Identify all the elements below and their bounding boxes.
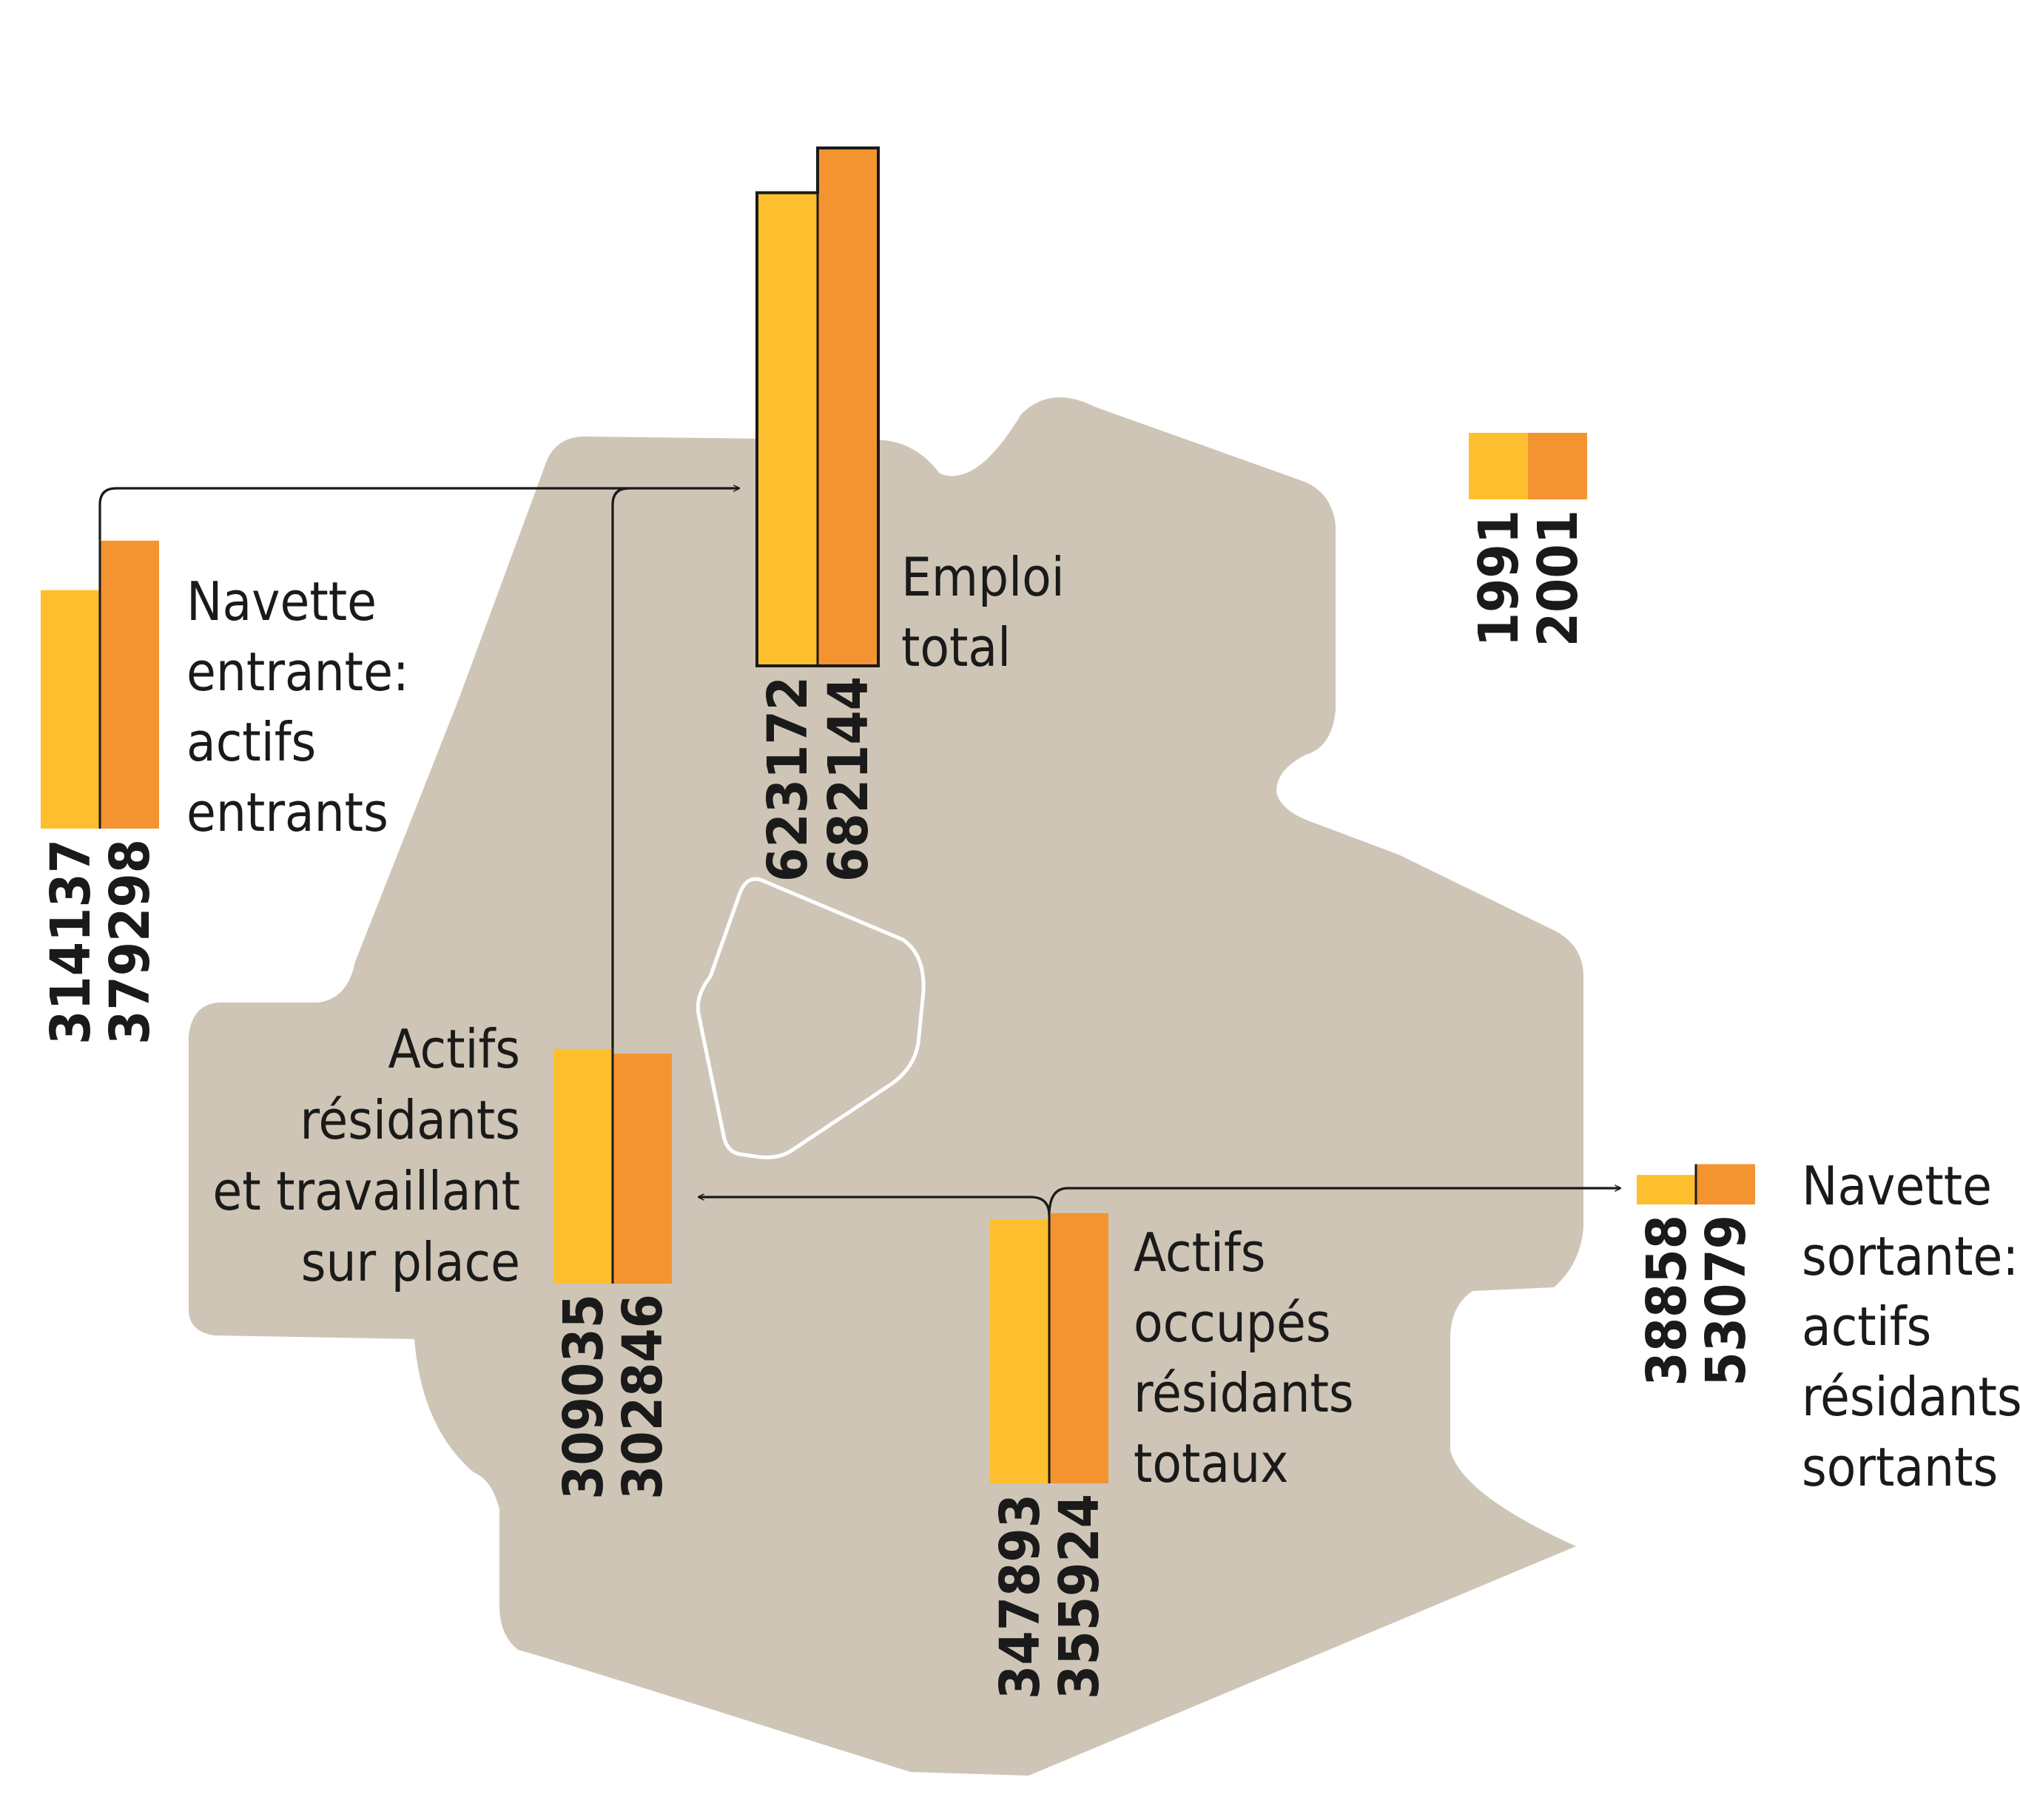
flow-entrante-to-emploi bbox=[98, 488, 739, 541]
value-label-surplace-2001: 302846 bbox=[611, 1294, 675, 1500]
legend-label-2001: 2001 bbox=[1526, 510, 1590, 647]
category-label-entrante-line-1: Navette bbox=[186, 570, 377, 633]
flow-occupes-to-sortante bbox=[1048, 1188, 1620, 1216]
bar-entrante-1991 bbox=[41, 590, 100, 829]
bar-occupes-2001 bbox=[1049, 1213, 1108, 1483]
central-district-outline bbox=[696, 877, 926, 1159]
bar-outline-emploi bbox=[755, 146, 880, 667]
value-label-entrante-2001: 379298 bbox=[98, 839, 162, 1045]
bar-surplace-1991 bbox=[553, 1048, 613, 1284]
category-label-occupes-line-2: occupés bbox=[1134, 1292, 1331, 1354]
legend-label-1991: 1991 bbox=[1467, 510, 1531, 647]
legend-swatch-1991 bbox=[1469, 433, 1528, 499]
bar-group-occupes bbox=[990, 1213, 1108, 1483]
value-label-sortante-2001: 53079 bbox=[1694, 1215, 1758, 1386]
category-label-entrante-line-2: entrante: bbox=[186, 641, 409, 703]
category-label-surplace-line-2: résidants bbox=[300, 1089, 520, 1151]
bar-occupes-1991 bbox=[990, 1219, 1049, 1483]
category-label-occupes-line-4: totaux bbox=[1134, 1432, 1288, 1494]
bar-group-entrante bbox=[41, 540, 159, 829]
category-label-sortante-line-4: résidants bbox=[1802, 1366, 2020, 1428]
category-label-emploi-line-2: total bbox=[901, 616, 1011, 678]
bar-entrante-2001 bbox=[100, 540, 159, 829]
value-label-occupes-1991: 347893 bbox=[989, 1494, 1052, 1699]
category-label-occupes-line-1: Actifs bbox=[1134, 1221, 1266, 1284]
bar-sortante-2001 bbox=[1696, 1164, 1755, 1204]
bar-surplace-2001 bbox=[613, 1054, 672, 1284]
category-label-surplace-line-1: Actifs bbox=[388, 1018, 520, 1080]
bar-emploi-1991 bbox=[757, 192, 818, 667]
flow-surplace-to-emploi bbox=[611, 487, 630, 1049]
category-label-occupes-line-3: résidants bbox=[1134, 1362, 1354, 1424]
bar-group-surplace bbox=[553, 1048, 672, 1284]
category-label-sortante-line-5: sortants bbox=[1802, 1436, 1998, 1498]
category-label-emploi-line-1: Emploi bbox=[901, 546, 1065, 608]
legend-swatch-2001 bbox=[1528, 433, 1587, 499]
category-label-surplace-line-4: sur place bbox=[301, 1231, 520, 1293]
value-label-emploi-1991: 623172 bbox=[756, 676, 820, 882]
category-label-sortante-line-1: Navette bbox=[1802, 1155, 1992, 1217]
bar-group-emploi bbox=[755, 146, 880, 667]
category-label-sortante-line-3: actifs bbox=[1802, 1295, 1931, 1358]
category-label-entrante-line-4: entrants bbox=[186, 781, 388, 843]
flow-arrows bbox=[98, 487, 1620, 1216]
value-label-occupes-2001: 355924 bbox=[1048, 1494, 1111, 1699]
category-label-sortante-line-2: sortante: bbox=[1802, 1225, 2019, 1287]
value-label-emploi-2001: 682144 bbox=[817, 676, 881, 882]
bars-layer bbox=[41, 146, 1755, 1483]
bar-group-sortante bbox=[1637, 1164, 1755, 1204]
value-label-sortante-1991: 38858 bbox=[1635, 1215, 1699, 1386]
category-label-surplace-line-3: et travaillant bbox=[212, 1160, 520, 1222]
bar-emploi-2001 bbox=[818, 148, 878, 666]
value-label-entrante-1991: 314137 bbox=[39, 839, 103, 1045]
value-label-surplace-1991: 309035 bbox=[552, 1294, 616, 1500]
category-label-entrante-line-3: actifs bbox=[186, 711, 316, 773]
bar-sortante-1991 bbox=[1637, 1175, 1696, 1204]
